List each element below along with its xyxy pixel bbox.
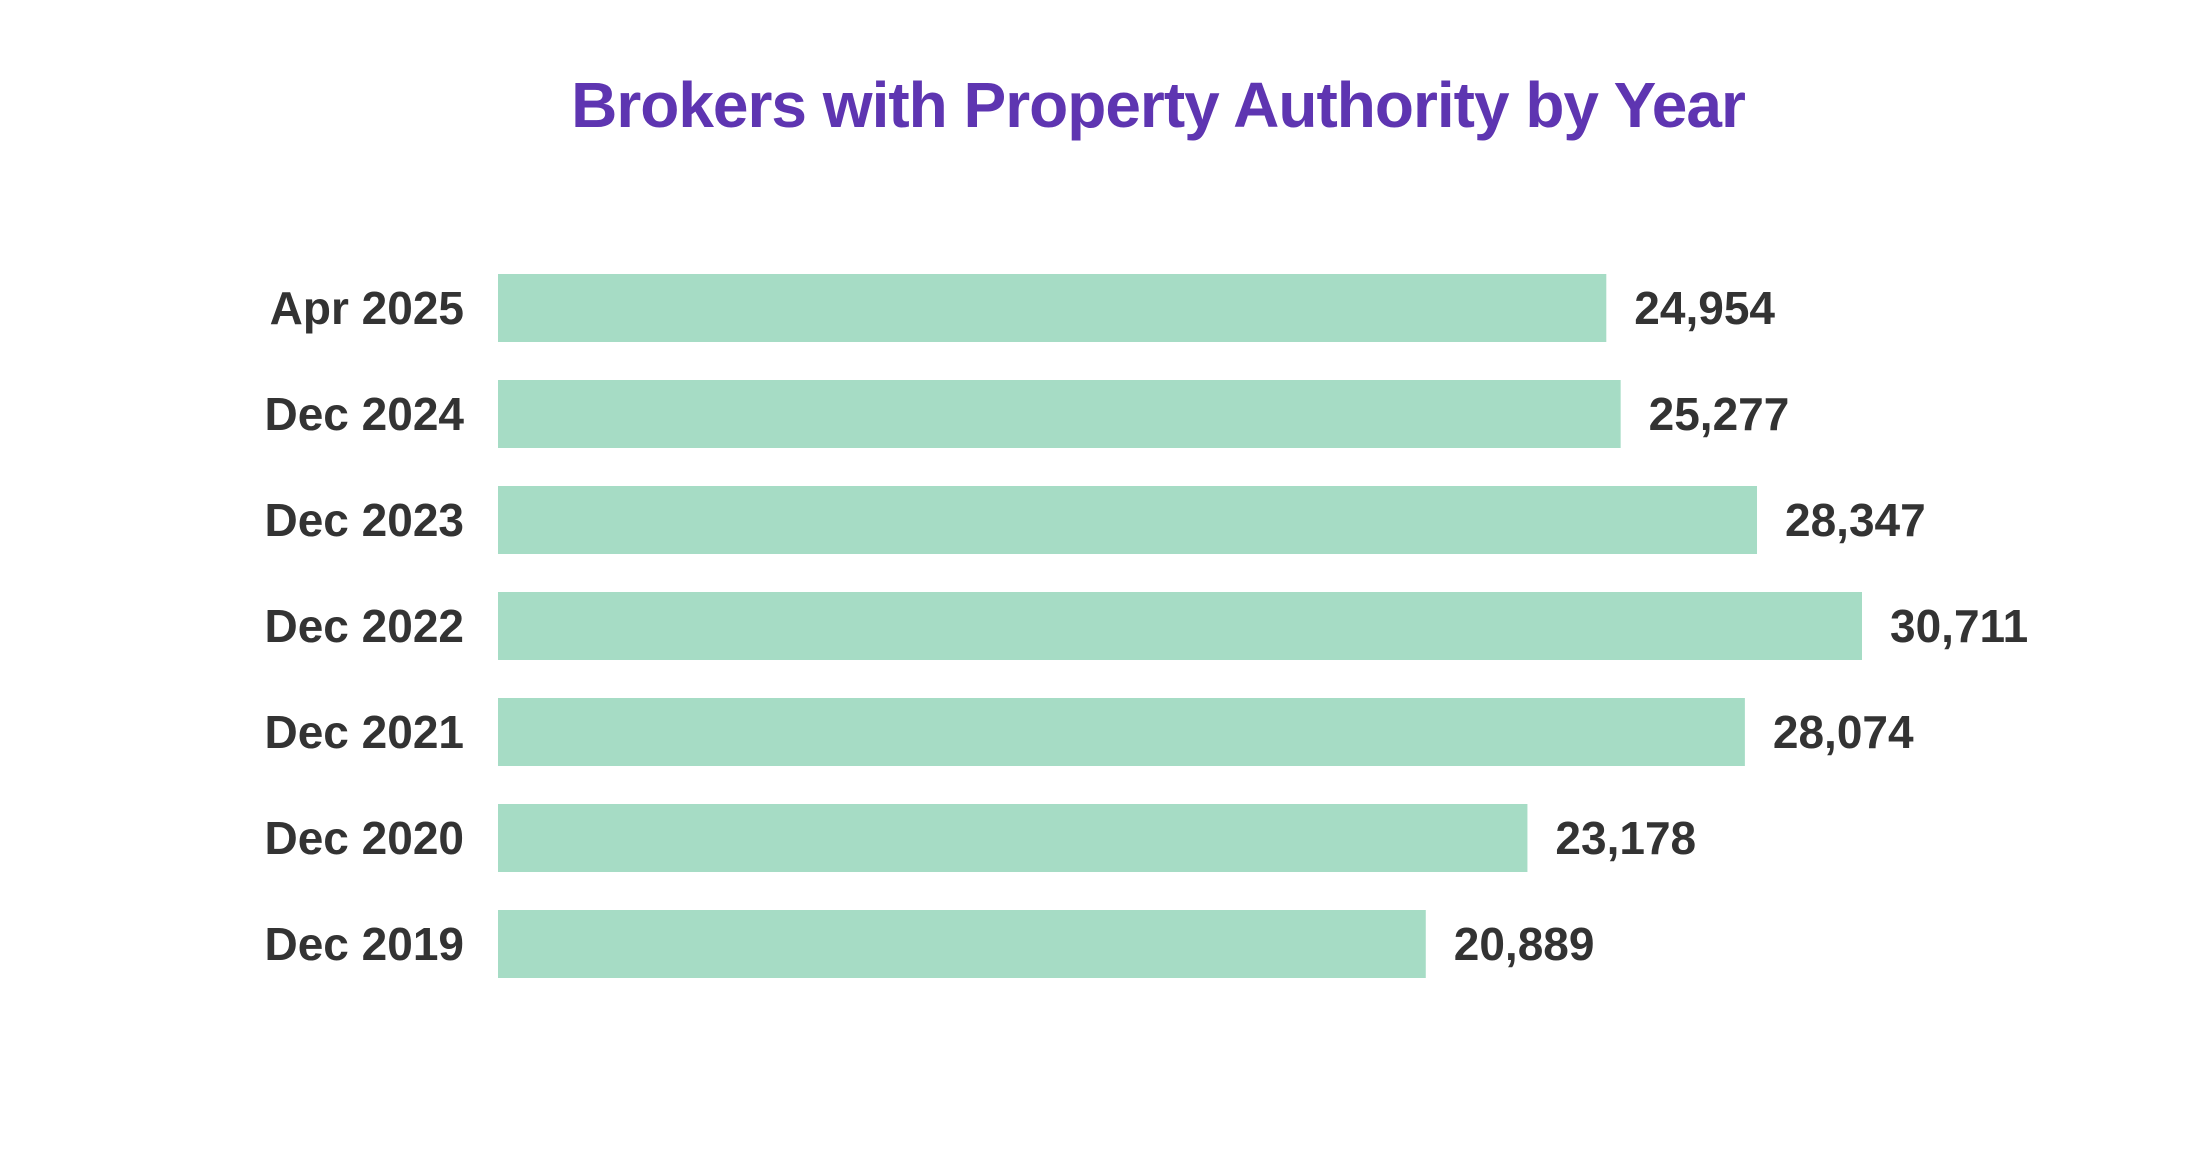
category-label: Dec 2020 (265, 812, 465, 864)
value-label: 23,178 (1555, 812, 1696, 864)
bar-dec-2020 (498, 804, 1528, 872)
category-label: Dec 2024 (265, 388, 465, 440)
category-labels: Apr 2025 Dec 2024 Dec 2023 Dec 2022 Dec 2021… (265, 282, 465, 970)
value-label: 20,889 (1454, 918, 1595, 970)
value-label: 28,347 (1785, 494, 1926, 546)
value-label: 24,954 (1634, 282, 1775, 334)
category-label: Dec 2022 (265, 600, 465, 652)
category-label: Apr 2025 (270, 282, 464, 334)
bar-dec-2021 (498, 698, 1745, 766)
bar-dec-2022 (498, 592, 1862, 660)
bar-dec-2024 (498, 380, 1621, 448)
category-label: Dec 2021 (265, 706, 465, 758)
value-label: 30,711 (1890, 600, 2028, 652)
bar-dec-2019 (498, 910, 1426, 978)
category-label: Dec 2019 (265, 918, 465, 970)
value-label: 28,074 (1773, 706, 1914, 758)
value-label: 25,277 (1649, 388, 1790, 440)
bars-group (498, 274, 1862, 978)
value-labels: 24,954 25,277 28,347 30,711 28,074 23,178 20,8… (1454, 282, 2028, 970)
category-label: Dec 2023 (265, 494, 465, 546)
chart-title: Brokers with Property Authority by Year (571, 69, 1746, 141)
bar-apr-2025 (498, 274, 1607, 342)
bar-dec-2023 (498, 486, 1758, 554)
